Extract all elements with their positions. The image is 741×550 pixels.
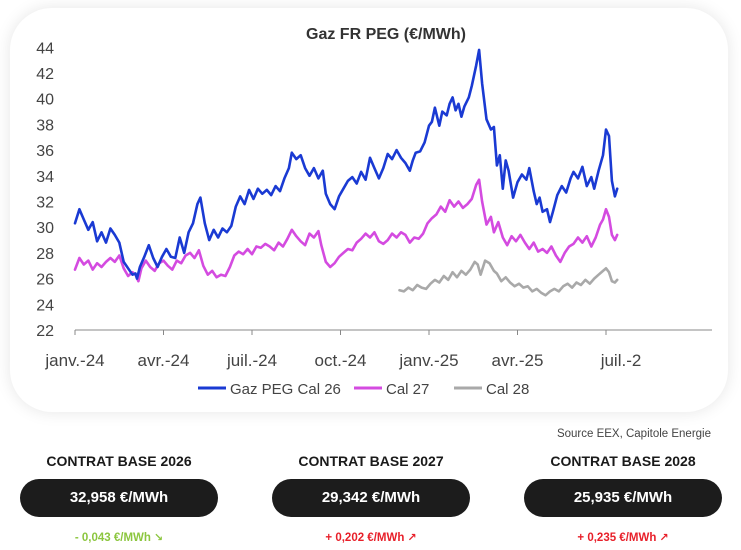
legend: Gaz PEG Cal 26 Cal 27 Cal 28 (198, 381, 529, 398)
x-tick-label: juil.-2 (600, 351, 642, 370)
y-tick-label: 42 (36, 66, 54, 83)
legend-label: Cal 28 (486, 381, 529, 398)
legend-label: Cal 27 (386, 381, 429, 398)
arrow-up-right-icon: ↗ (659, 532, 669, 544)
contract-change: - 0,043 €/MWh ↘ (20, 531, 218, 545)
change-value: + 0,202 €/MWh (325, 532, 405, 544)
contract-card-2027: CONTRAT BASE 2027 29,342 €/MWh + 0,202 €… (272, 451, 470, 545)
series-line-cal-28 (398, 259, 619, 297)
x-tick-label: avr.-24 (138, 351, 190, 370)
x-tick-label: juil.-24 (226, 351, 277, 370)
y-tick-label: 36 (36, 143, 54, 160)
y-tick-label: 40 (36, 92, 54, 109)
y-axis: 22 24 26 28 30 32 34 36 38 40 42 44 (36, 40, 54, 340)
legend-label: Gaz PEG Cal 26 (230, 381, 341, 398)
contract-price: 32,958 €/MWh (20, 479, 218, 517)
series-lines (73, 48, 619, 297)
arrow-up-right-icon: ↗ (407, 532, 417, 544)
contract-price: 29,342 €/MWh (272, 479, 470, 517)
contract-price: 25,935 €/MWh (524, 479, 722, 517)
x-tick-label: janv.-24 (44, 351, 104, 370)
y-tick-label: 22 (36, 323, 54, 340)
series-line-cal-27 (73, 178, 619, 283)
y-tick-label: 28 (36, 246, 54, 263)
y-tick-label: 38 (36, 117, 54, 134)
contract-change: + 0,202 €/MWh ↗ (272, 531, 470, 545)
contract-title: CONTRAT BASE 2026 (46, 453, 192, 469)
change-value: + 0,235 €/MWh (577, 532, 657, 544)
contract-change: + 0,235 €/MWh ↗ (524, 531, 722, 545)
x-tick-label: avr.-25 (492, 351, 544, 370)
y-tick-label: 30 (36, 220, 54, 237)
contract-card-2026: CONTRAT BASE 2026 32,958 €/MWh - 0,043 €… (20, 451, 218, 545)
contract-title: CONTRAT BASE 2027 (298, 453, 444, 469)
x-tick-label: oct.-24 (315, 351, 367, 370)
contract-title: CONTRAT BASE 2028 (550, 453, 696, 469)
y-tick-label: 44 (36, 40, 54, 57)
price-chart: Gaz FR PEG (€/MWh) 22 24 26 28 30 32 34 36 38 40 4… (36, 26, 712, 398)
arrow-down-right-icon: ↘ (153, 532, 164, 544)
source-note: Source EEX, Capitole Energie (556, 428, 711, 440)
x-tick-label: janv.-25 (398, 351, 458, 370)
chart-card: Gaz FR PEG (€/MWh) 22 24 26 28 30 32 34 36 38 40 4… (10, 8, 728, 412)
y-tick-label: 26 (36, 272, 54, 289)
x-axis: janv.-24 avr.-24 juil.-24 oct.-24 janv.-25 av… (44, 329, 712, 370)
contract-card-2028: CONTRAT BASE 2028 25,935 €/MWh + 0,235 €… (524, 451, 722, 545)
series-line-cal-26 (73, 48, 619, 280)
y-tick-label: 32 (36, 195, 54, 212)
y-tick-label: 34 (36, 169, 54, 186)
chart-title: Gaz FR PEG (€/MWh) (306, 26, 466, 43)
y-tick-label: 24 (36, 297, 54, 314)
change-value: - 0,043 €/MWh (74, 532, 151, 544)
